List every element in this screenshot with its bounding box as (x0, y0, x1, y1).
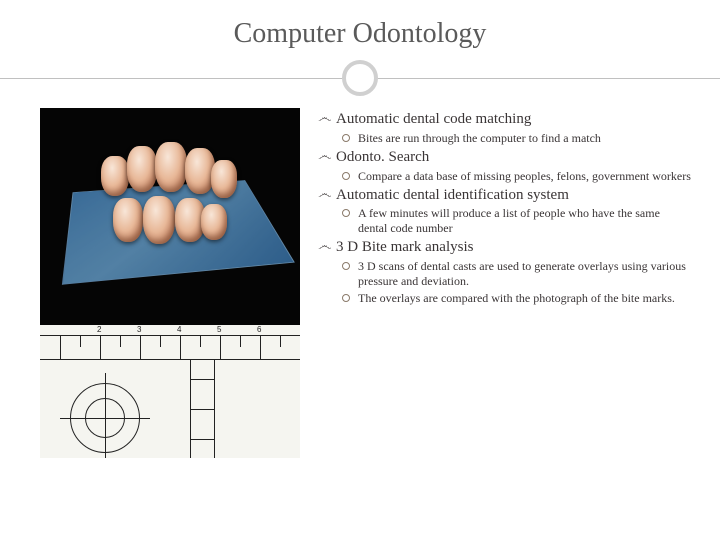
ring-bullet-icon (342, 294, 358, 302)
slide: Computer Odontology (0, 0, 720, 540)
bullet-item: ෴ Automatic dental code matching (318, 110, 692, 129)
bullet-label: 3 D Bite mark analysis (336, 238, 473, 257)
ruler-tick (190, 439, 214, 440)
text-column: ෴ Automatic dental code matching Bites a… (318, 108, 692, 458)
bullet-label: Automatic dental code matching (336, 110, 531, 129)
bullet-label: Automatic dental identification system (336, 186, 569, 205)
ruler-number: 6 (257, 325, 261, 334)
ruler-tick (240, 335, 241, 347)
sub-bullet-text: Compare a data base of missing peoples, … (358, 169, 691, 184)
ruler-tick (160, 335, 161, 347)
title-divider (0, 58, 720, 98)
ruler-tick (200, 335, 201, 347)
ruler-line (40, 359, 300, 360)
ruler-number: 2 (97, 325, 101, 334)
divider-ring-icon (342, 60, 378, 96)
tooth (211, 160, 237, 198)
ruler-tick (190, 409, 214, 410)
curl-bullet-icon: ෴ (318, 186, 336, 204)
ruler-number: 4 (177, 325, 181, 334)
ruler-tick (220, 335, 221, 359)
bullet-item: ෴ 3 D Bite mark analysis (318, 238, 692, 257)
sub-bullet-text: Bites are run through the computer to fi… (358, 131, 601, 146)
curl-bullet-icon: ෴ (318, 238, 336, 256)
tooth (155, 142, 187, 192)
dental-cast (95, 138, 245, 278)
ruler-tick (280, 335, 281, 347)
ruler-line (214, 359, 215, 458)
ruler-tick (180, 335, 181, 359)
ring-bullet-icon (342, 172, 358, 180)
tooth (113, 198, 143, 242)
forensic-ruler: 2 3 4 5 6 (40, 325, 300, 458)
bullet-label: Odonto. Search (336, 148, 429, 167)
ring-bullet-icon (342, 134, 358, 142)
image-column: 2 3 4 5 6 (40, 108, 300, 458)
tooth (101, 156, 129, 196)
sub-bullet-text: 3 D scans of dental casts are used to ge… (358, 259, 692, 289)
ruler-tick (60, 335, 61, 359)
ruler-tick (190, 379, 214, 380)
tooth (127, 146, 157, 192)
ruler-number: 5 (217, 325, 221, 334)
page-title: Computer Odontology (0, 0, 720, 58)
sub-bullet-text: The overlays are compared with the photo… (358, 291, 675, 306)
bullet-item: ෴ Odonto. Search (318, 148, 692, 167)
sub-bullet-item: The overlays are compared with the photo… (318, 291, 692, 306)
bullet-item: ෴ Automatic dental identification system (318, 186, 692, 205)
curl-bullet-icon: ෴ (318, 148, 336, 166)
ring-bullet-icon (342, 209, 358, 217)
ruler-tick (100, 335, 101, 359)
curl-bullet-icon: ෴ (318, 110, 336, 128)
ruler-tick (260, 335, 261, 359)
ruler-line (40, 335, 300, 336)
sub-bullet-item: Bites are run through the computer to fi… (318, 131, 692, 146)
sub-bullet-item: 3 D scans of dental casts are used to ge… (318, 259, 692, 289)
sub-bullet-item: A few minutes will produce a list of peo… (318, 206, 692, 236)
ring-bullet-icon (342, 262, 358, 270)
content-row: 2 3 4 5 6 (0, 108, 720, 458)
ruler-tick (140, 335, 141, 359)
ruler-tick (120, 335, 121, 347)
sub-bullet-item: Compare a data base of missing peoples, … (318, 169, 692, 184)
ruler-tick (80, 335, 81, 347)
target-cross (105, 373, 106, 458)
tooth (201, 204, 227, 240)
dental-scan-image: 2 3 4 5 6 (40, 108, 300, 458)
tooth (143, 196, 175, 244)
sub-bullet-text: A few minutes will produce a list of peo… (358, 206, 692, 236)
ruler-number: 3 (137, 325, 141, 334)
